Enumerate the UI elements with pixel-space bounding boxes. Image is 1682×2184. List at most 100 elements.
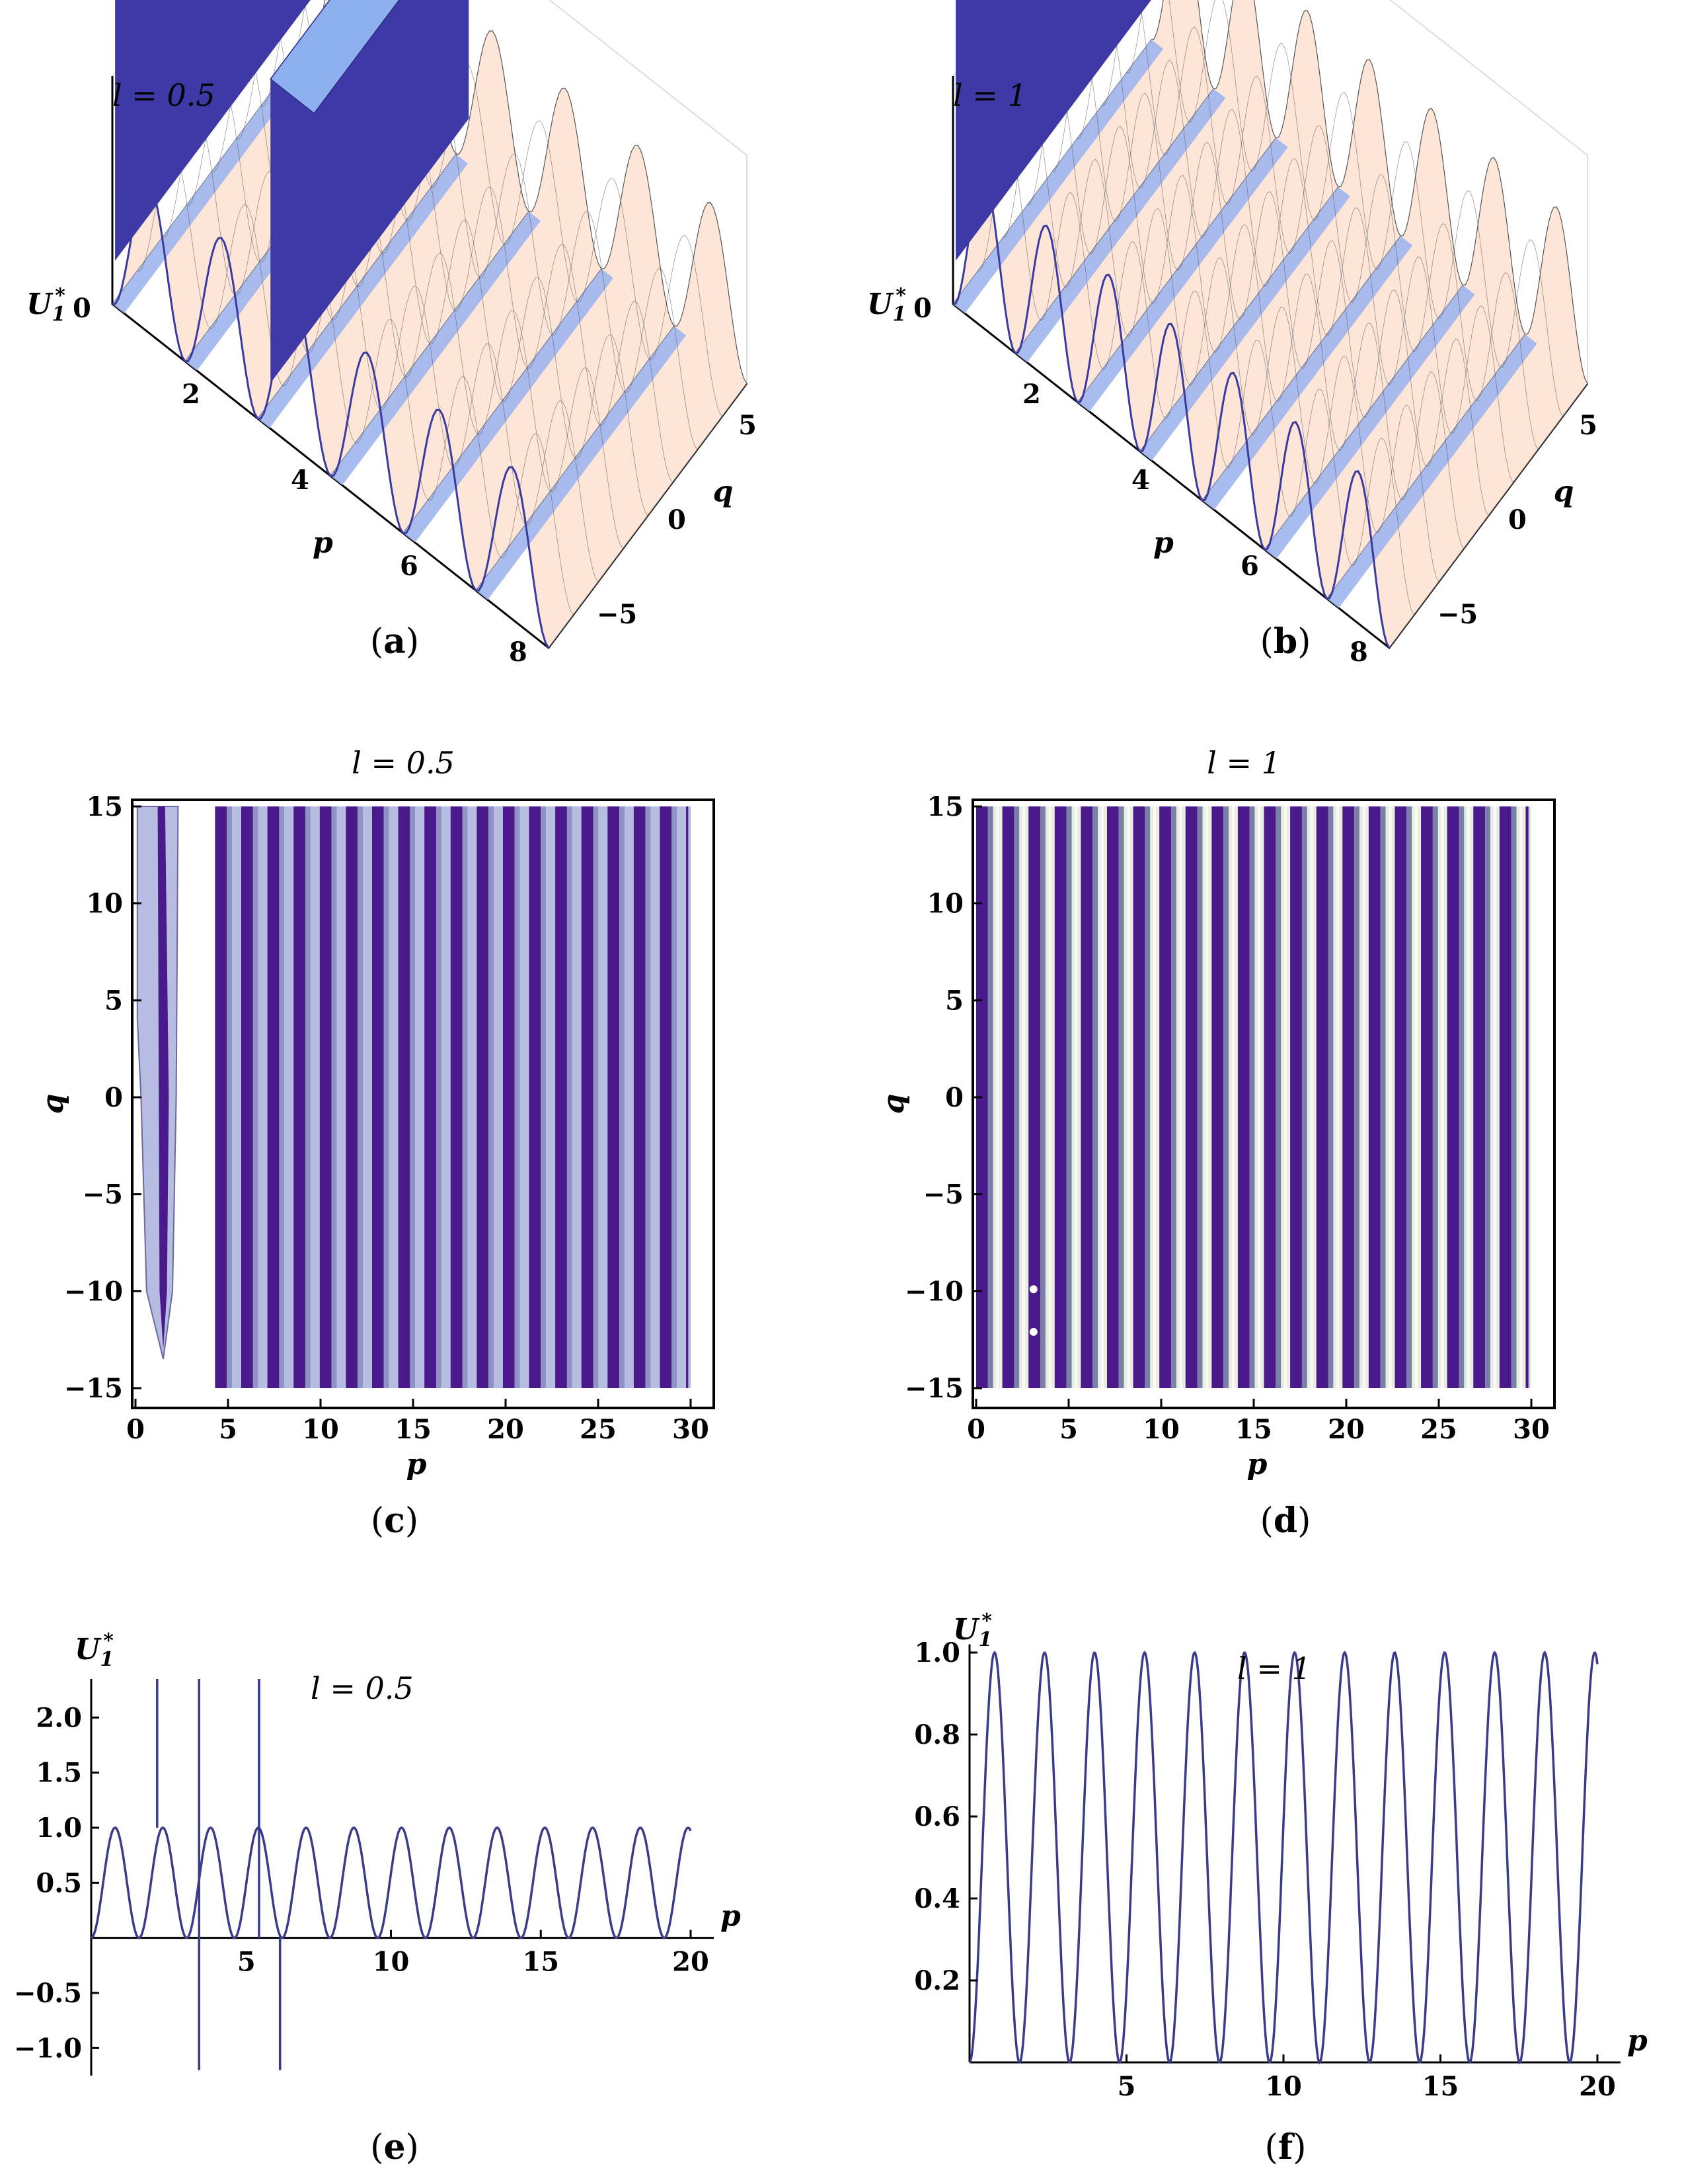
stripe-dark xyxy=(1342,806,1355,1388)
surface-plot-b: 0 2 4 6 8 p −5 0 5 q U1* l = 1 xyxy=(867,0,1597,668)
stripe-light xyxy=(625,806,634,1388)
mesh-line xyxy=(1027,76,1464,549)
stripe-light xyxy=(494,806,503,1388)
panel-title: l = 0.5 xyxy=(352,745,455,781)
stripe-mid xyxy=(1040,806,1046,1388)
q-tick-label: −5 xyxy=(597,599,637,630)
stripe-dark xyxy=(1237,806,1250,1388)
x-tick-label: 5 xyxy=(237,1947,256,1978)
gap-region xyxy=(182,806,211,1388)
stripe-mid xyxy=(1459,806,1465,1388)
stripe-mid xyxy=(1354,806,1360,1388)
q-axis-label: q xyxy=(713,475,734,509)
y-tick-label: 5 xyxy=(104,985,123,1016)
wedge-core xyxy=(157,806,169,1350)
stripe-dark xyxy=(1002,806,1014,1388)
front-profile xyxy=(184,237,259,420)
stripe-mid xyxy=(383,806,389,1388)
singular-cap xyxy=(270,0,400,114)
panel-title: l = 1 xyxy=(1237,1651,1311,1686)
x-tick-label: 20 xyxy=(1328,1414,1365,1445)
stripe-mid xyxy=(1432,806,1438,1388)
x-tick-label: 10 xyxy=(373,1947,410,1978)
panel-title: l = 1 xyxy=(953,77,1027,113)
x-tick-label: 30 xyxy=(672,1414,709,1445)
stripe-dark xyxy=(241,806,253,1388)
stripe-dark xyxy=(502,806,515,1388)
mesh-line xyxy=(137,147,574,615)
stripe-mid xyxy=(1014,806,1020,1388)
stripe-mid xyxy=(1197,806,1203,1388)
mesh-line xyxy=(1126,0,1563,417)
p-tick-label: 8 xyxy=(509,637,527,668)
p-tick-label: 2 xyxy=(1022,379,1041,410)
stripe-dark xyxy=(398,806,410,1388)
y-tick-label: 1.0 xyxy=(914,1637,960,1668)
stripe-dark xyxy=(450,806,463,1388)
stripe-dark xyxy=(686,806,689,1388)
u-axis-label: U1* xyxy=(867,284,906,326)
valley-shade xyxy=(1015,89,1226,363)
x-axis-label: p xyxy=(1247,1448,1268,1481)
stripe-light xyxy=(467,806,477,1388)
stripe-light xyxy=(232,806,241,1388)
stripe-mid xyxy=(671,806,677,1388)
mesh-line xyxy=(1051,43,1489,516)
valley-shade xyxy=(112,40,323,313)
stripe-mid xyxy=(331,806,337,1388)
caption-d: (d) xyxy=(1260,1501,1311,1541)
y-tick-label: 0.2 xyxy=(914,1965,960,1996)
panel-c-contour: 0 5 10 15 20 25 30 15 10 5 0 −5 −10 −15 p q l = 0.5 xyxy=(0,727,841,1487)
x-tick-label: 25 xyxy=(580,1414,617,1445)
y-tick-label: 0.5 xyxy=(36,1867,82,1898)
stripe-light xyxy=(572,806,582,1388)
valley-shade xyxy=(258,154,468,428)
stripe-dark xyxy=(477,806,489,1388)
stripe-mid xyxy=(436,806,441,1388)
stripe-dark xyxy=(267,806,280,1388)
p-tick-label: 2 xyxy=(182,379,200,410)
y-axis-label: U1* xyxy=(953,1610,992,1651)
panel-d-contour: 0 5 10 15 20 25 30 15 10 5 0 −5 −10 −15 p q l = 1 xyxy=(841,727,1681,1487)
stripe-dark xyxy=(1290,806,1302,1388)
front-profile xyxy=(1077,274,1141,452)
front-profile xyxy=(1202,371,1266,551)
y-tick-label: 1.5 xyxy=(36,1758,82,1789)
stripe-light xyxy=(519,806,529,1388)
front-profile xyxy=(330,351,404,534)
stripe-mid xyxy=(1118,806,1124,1388)
q-tick-label: 5 xyxy=(1579,410,1597,441)
y-tick-label: 0 xyxy=(945,1082,964,1113)
y-axis-label: q xyxy=(877,1094,911,1114)
white-point xyxy=(1029,1285,1038,1294)
stripe-light xyxy=(1529,806,1531,1388)
panel-title: l = 0.5 xyxy=(311,1670,414,1706)
y-tick-label: −15 xyxy=(64,1373,123,1404)
stripe-mid xyxy=(1528,806,1530,1388)
front-profile xyxy=(1139,323,1204,501)
stripe-dark xyxy=(1316,806,1328,1388)
y-tick-label: −0.5 xyxy=(14,1978,82,2009)
y-axis-label: q xyxy=(36,1094,70,1114)
x-axis-label: p xyxy=(406,1448,427,1481)
y-tick-label: −1.0 xyxy=(14,2033,82,2064)
stripe-dark xyxy=(1185,806,1198,1388)
stripe-mid xyxy=(410,806,416,1388)
y-tick-label: 2.0 xyxy=(36,1702,82,1733)
stripe-light xyxy=(546,806,556,1388)
x-tick-label: 10 xyxy=(302,1414,339,1445)
y-tick-label: 1.0 xyxy=(36,1813,82,1844)
stripe-mid xyxy=(541,806,547,1388)
y-tick-label: 0.4 xyxy=(914,1883,960,1914)
mesh-line xyxy=(1101,0,1539,450)
stripe-mid xyxy=(593,806,599,1388)
x-tick-label: 15 xyxy=(395,1414,432,1445)
stripe-dark xyxy=(633,806,646,1388)
x-tick-label: 5 xyxy=(219,1414,237,1445)
caption-c: (c) xyxy=(370,1501,419,1541)
stripe-mid xyxy=(1328,806,1334,1388)
stripe-mid xyxy=(1145,806,1151,1388)
q-tick-label: −5 xyxy=(1437,599,1478,630)
x-tick-label: 15 xyxy=(1422,2071,1459,2102)
y-tick-label: 5 xyxy=(945,985,964,1016)
